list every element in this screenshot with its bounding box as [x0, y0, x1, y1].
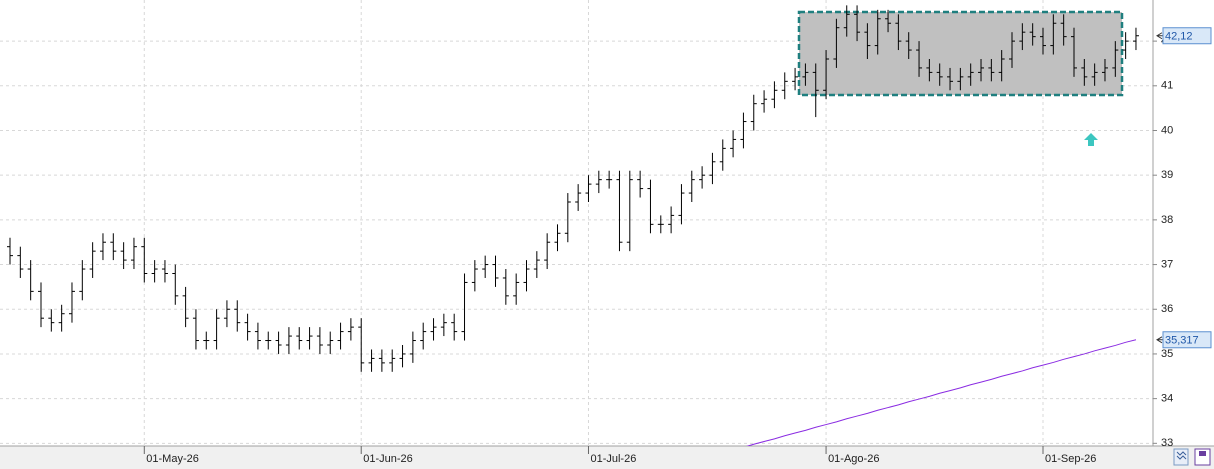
y-tick-label: 38: [1161, 214, 1173, 226]
moving-average: [746, 339, 1137, 446]
x-tick-label: 01-Jun-26: [363, 453, 413, 465]
y-tick-label: 33: [1161, 437, 1173, 449]
price-marker: [1162, 27, 1212, 45]
x-tick-label: 01-Sep-26: [1045, 453, 1096, 465]
price-marker: [1162, 331, 1212, 349]
y-tick-label: 34: [1161, 393, 1173, 405]
y-tick-label: 37: [1161, 258, 1173, 270]
y-tick-label: 36: [1161, 303, 1173, 315]
x-tick-label: 01-Jul-26: [590, 453, 636, 465]
y-tick-label: 35: [1161, 348, 1173, 360]
x-tick-label: 01-May-26: [146, 453, 199, 465]
signal-arrow: [1084, 133, 1098, 146]
scroll-icon: [1176, 451, 1187, 460]
y-tick-label: 40: [1161, 124, 1173, 136]
plot: [7, 5, 1139, 446]
y-tick-label: 41: [1161, 80, 1173, 92]
save-button[interactable]: [1194, 448, 1211, 466]
y-tick-label: 39: [1161, 169, 1173, 181]
price-marker-label: 42,12: [1165, 31, 1193, 43]
scroll-button[interactable]: [1173, 448, 1189, 466]
save-icon: [1199, 451, 1206, 456]
grid-layer: [0, 0, 1153, 446]
price-marker-arrow: [1156, 32, 1163, 40]
price-marker-label: 35,317: [1165, 335, 1199, 347]
price-marker-arrow: [1156, 336, 1163, 344]
x-axis-strip: [0, 446, 1214, 469]
corner-icons[interactable]: [1173, 448, 1211, 466]
x-tick-label: 01-Ago-26: [828, 453, 879, 465]
